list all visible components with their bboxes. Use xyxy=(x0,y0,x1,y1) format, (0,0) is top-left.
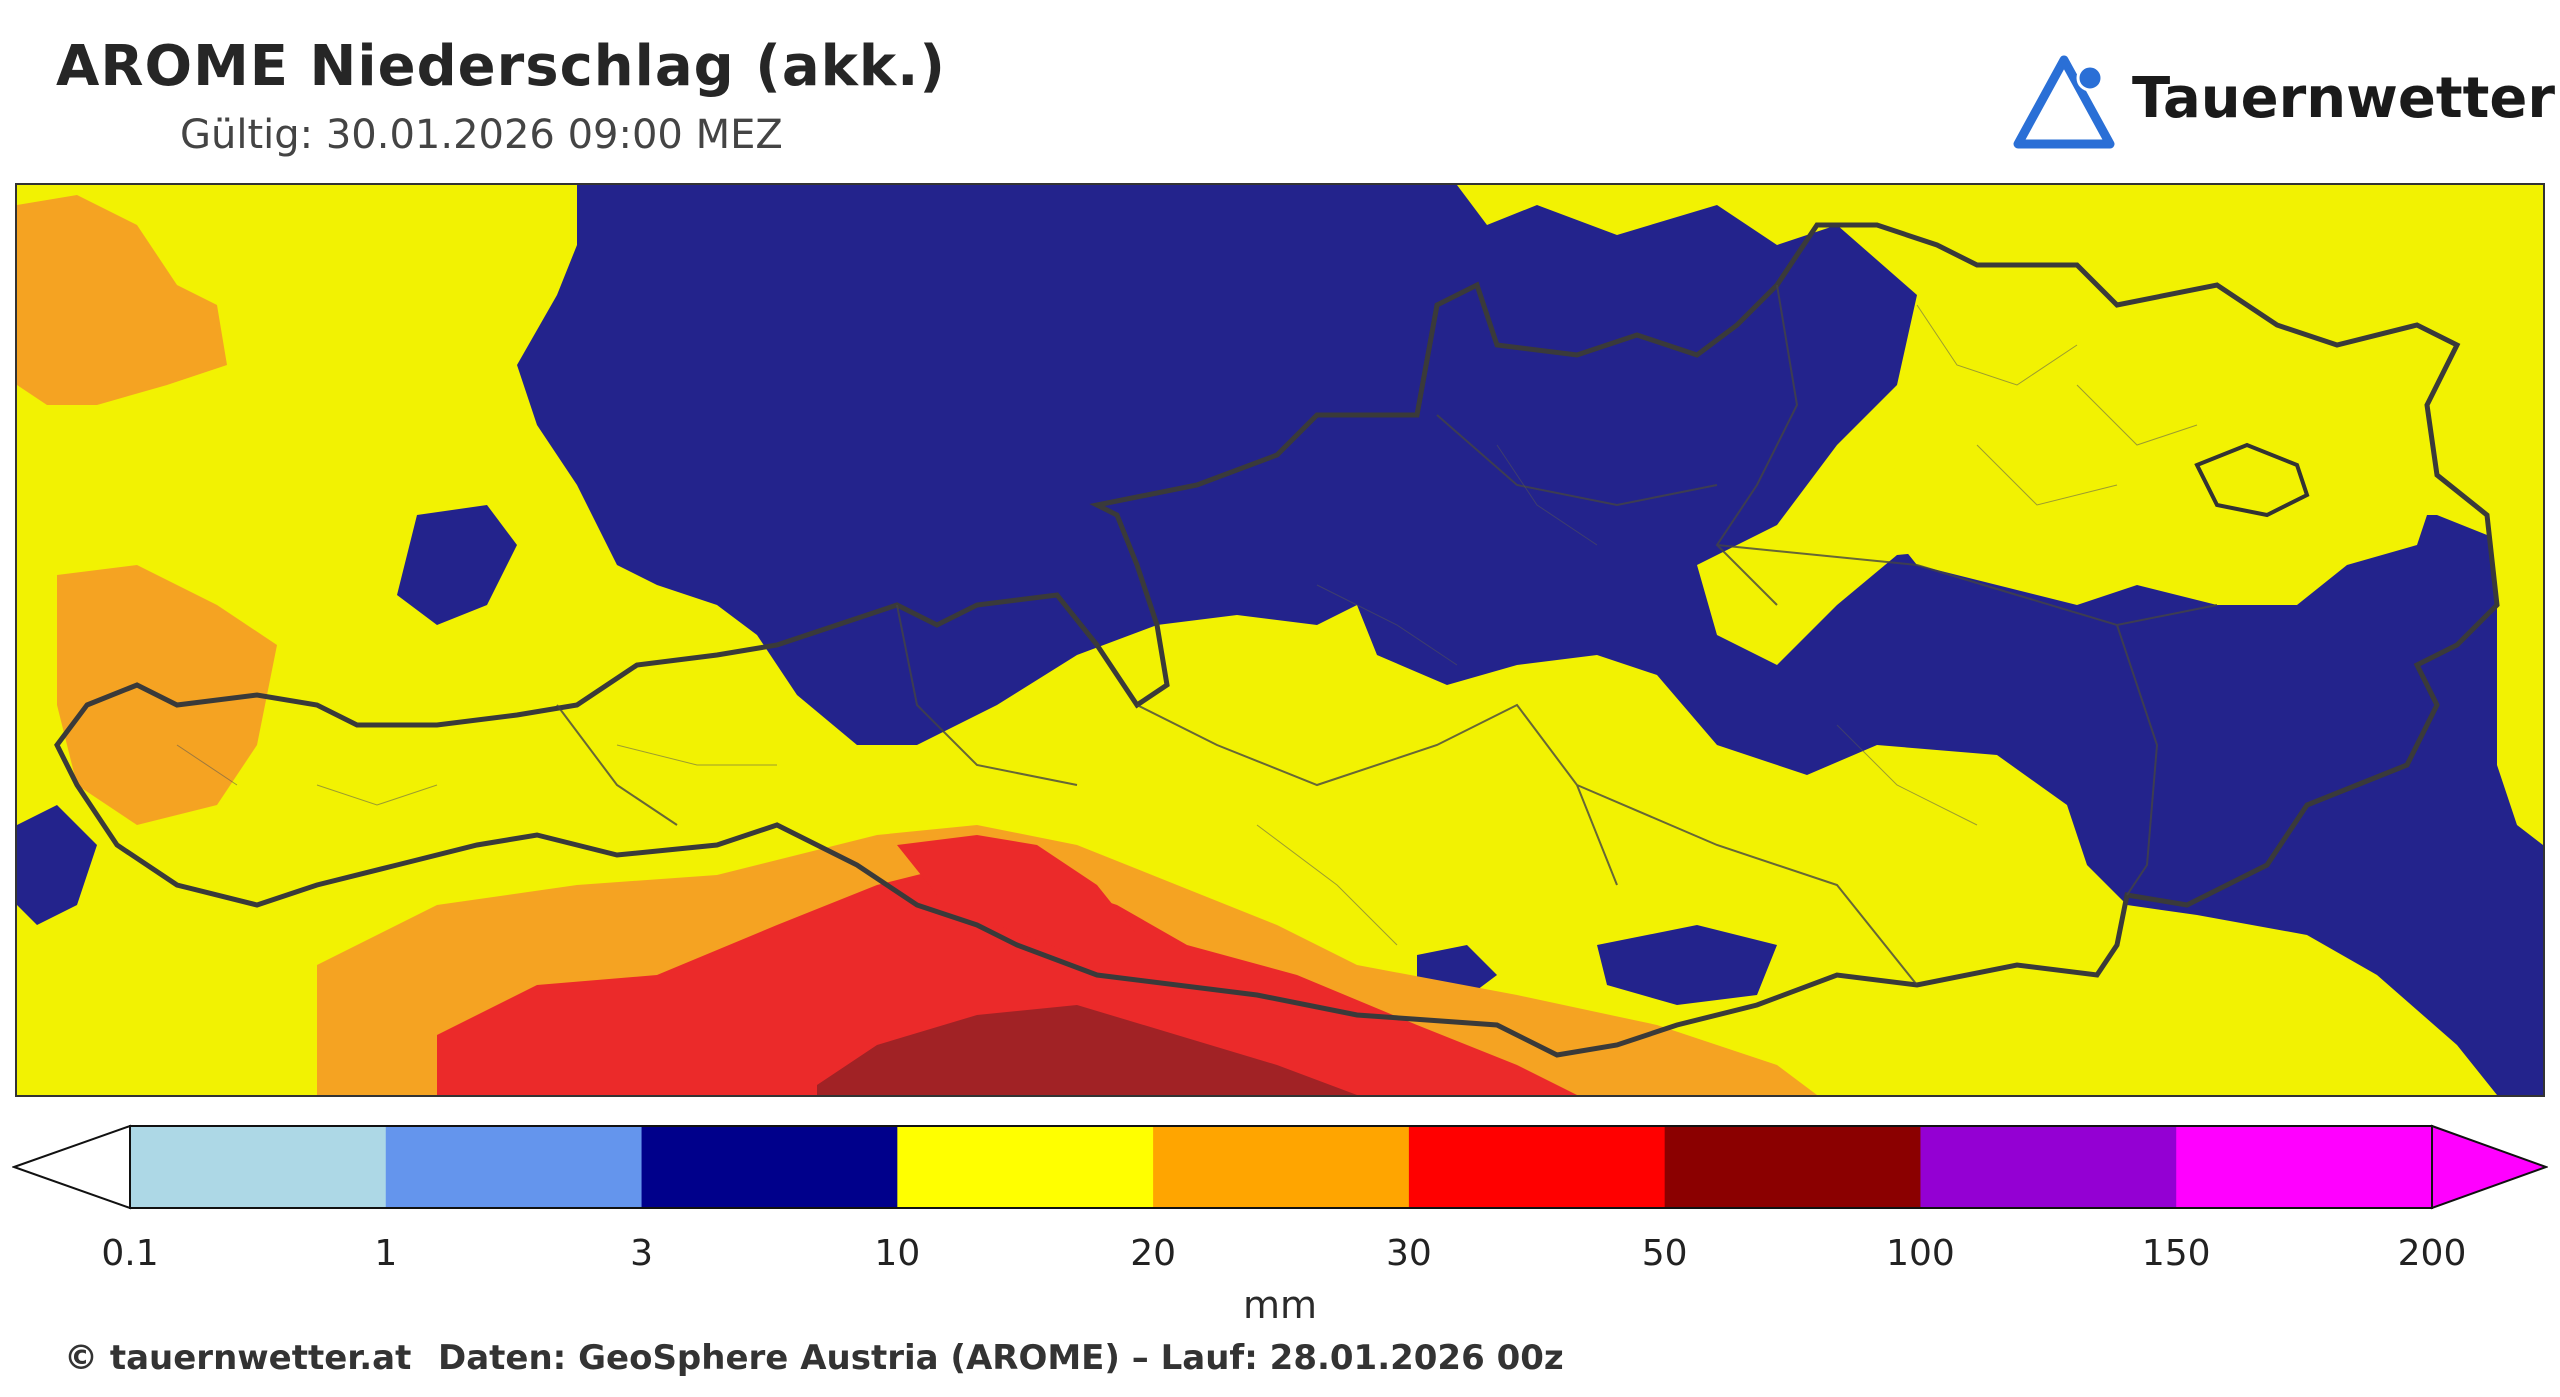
precip-field-red-south xyxy=(437,865,1577,1095)
colorbar-tick-label: 50 xyxy=(1641,1233,1688,1274)
bezirk-borders xyxy=(176,304,2198,946)
colorbar-segment xyxy=(130,1126,387,1208)
precip-field-darkred-south xyxy=(817,1005,1357,1095)
precipitation-map-svg xyxy=(17,185,2543,1095)
colorbar-segment xyxy=(1664,1126,1921,1208)
brand-logo[interactable]: Tauernwetter xyxy=(2010,52,2555,152)
map-title: AROME Niederschlag (akk.) xyxy=(56,34,946,99)
colorbar-frame xyxy=(129,1125,2433,1209)
triangle-mountain-icon xyxy=(2013,55,2115,149)
colorbar-tick-label: 150 xyxy=(2141,1233,2211,1274)
colorbar-segment xyxy=(1153,1126,1410,1208)
footer-copyright: © tauernwetter.at xyxy=(64,1338,412,1378)
precipitation-colorbar xyxy=(10,1122,2549,1212)
precip-field-navy-central xyxy=(517,185,2543,1095)
colorbar-tick-label: 100 xyxy=(1886,1233,1955,1274)
precip-field-red-pocket xyxy=(897,835,1137,955)
colorbar-segment xyxy=(385,1126,643,1208)
austria-border xyxy=(54,222,2500,1058)
colorbar-segment xyxy=(1920,1126,2177,1208)
validity-subtitle: Gültig: 30.01.2026 09:00 MEZ xyxy=(180,112,783,158)
precip-field-navy-west xyxy=(397,505,517,625)
colorbar-tick-label: 20 xyxy=(1130,1233,1177,1274)
colorbar-over-arrow xyxy=(2431,1124,2549,1210)
precip-field-orange-west xyxy=(17,195,227,405)
colorbar-tick-label: 0.1 xyxy=(101,1233,159,1274)
wien-outline xyxy=(2194,442,2310,518)
precipitation-map[interactable] xyxy=(15,183,2545,1097)
colorbar-segment xyxy=(897,1126,1154,1208)
colorbar-under-arrow xyxy=(10,1124,131,1210)
brand-name: Tauernwetter xyxy=(2132,66,2555,131)
precip-field-orange-southwest xyxy=(57,565,277,825)
colorbar-segment xyxy=(1408,1126,1666,1208)
colorbar-svg xyxy=(10,1124,2549,1210)
precip-field-navy-southwest xyxy=(17,805,97,925)
colorbar-tick-label: 200 xyxy=(2397,1233,2467,1274)
colorbar-segment xyxy=(641,1126,898,1208)
precip-field-navy-island xyxy=(1597,925,1777,1005)
bundesland-borders xyxy=(556,284,2218,986)
colorbar-tick-label: 3 xyxy=(630,1233,653,1274)
colorbar-unit-label: mm xyxy=(1242,1283,1318,1327)
colorbar-tick-label: 10 xyxy=(874,1233,921,1274)
colorbar-tick-label: 30 xyxy=(1385,1233,1432,1274)
colorbar-tick-label: 1 xyxy=(374,1233,398,1274)
colorbar-segment xyxy=(2176,1126,2433,1208)
footer-source: Daten: GeoSphere Austria (AROME) – Lauf:… xyxy=(438,1338,1564,1378)
precip-field-yellow-northeast xyxy=(1877,405,2437,605)
